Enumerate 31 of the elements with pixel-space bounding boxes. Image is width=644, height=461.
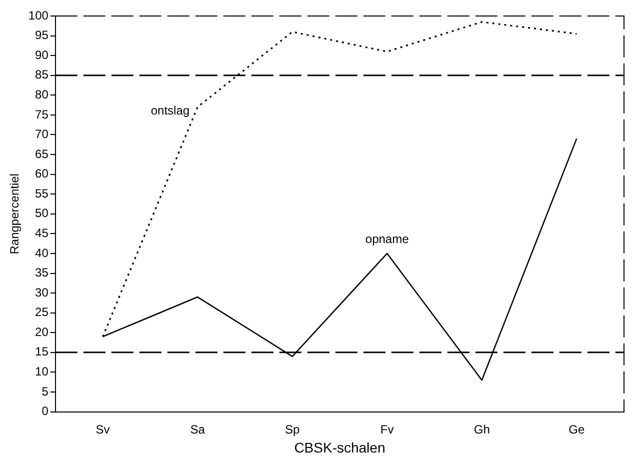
y-tick-label: 90: [35, 48, 49, 62]
y-tick-label: 60: [35, 166, 49, 181]
y-tick-label: 75: [35, 107, 49, 122]
x-tick-label: Sp: [284, 422, 300, 436]
x-tick-label: Sv: [96, 422, 110, 436]
y-tick-label: 85: [35, 68, 49, 82]
y-tick-label: 35: [35, 266, 49, 280]
x-tick-label: Sa: [190, 422, 206, 436]
y-tick-label: 80: [35, 87, 49, 102]
x-tick-label: Ge: [568, 422, 585, 436]
y-tick-label: 25: [35, 305, 49, 320]
y-tick-label: 15: [35, 344, 49, 359]
y-tick-label: 0: [42, 404, 49, 418]
x-tick-label: Fv: [380, 422, 394, 436]
y-tick-label: 50: [35, 206, 49, 220]
y-tick-label: 20: [35, 324, 49, 339]
y-tick-label: 30: [35, 285, 49, 300]
y-axis-title: Rangpercentiel: [8, 174, 22, 254]
y-tick-label: 40: [35, 246, 49, 260]
y-tick-label: 70: [35, 127, 49, 142]
x-tick-label: Gh: [474, 422, 490, 436]
y-tick-label: 10: [35, 364, 49, 379]
series-label: ontslag: [150, 103, 190, 118]
y-tick-label: 45: [35, 226, 49, 240]
y-tick-label: 55: [35, 186, 49, 200]
y-tick-label: 65: [35, 146, 49, 161]
y-tick-label: 5: [42, 384, 49, 398]
x-axis-title: CBSK-schalen: [294, 439, 386, 456]
y-tick-label: 95: [35, 28, 49, 42]
series-label: opname: [365, 232, 410, 246]
y-tick-label: 100: [28, 8, 49, 22]
